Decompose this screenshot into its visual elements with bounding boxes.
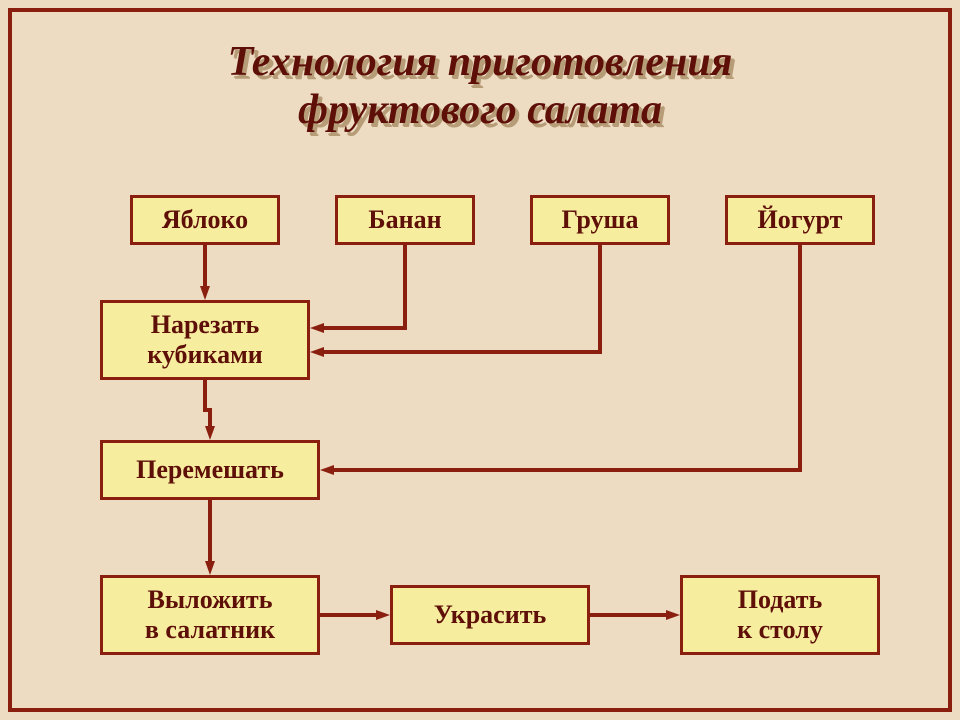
arrowhead-dice-to-mix xyxy=(205,426,215,440)
diagram-title: Технология приготовления фруктового сала… xyxy=(120,38,840,135)
diagram-stage: Технология приготовления фруктового сала… xyxy=(0,0,960,720)
edge-dice-to-mix xyxy=(205,380,210,432)
node-pear: Груша xyxy=(530,195,670,245)
arrowhead-yogurt-to-mix xyxy=(320,465,334,475)
node-garnish: Украсить xyxy=(390,585,590,645)
node-serve: Подать к столу xyxy=(680,575,880,655)
node-dice: Нарезать кубиками xyxy=(100,300,310,380)
arrowhead-garnish-to-serve xyxy=(666,610,680,620)
edge-pear-to-dice xyxy=(318,245,600,352)
arrowhead-banana-to-dice xyxy=(310,323,324,333)
arrowhead-bowl-to-garnish xyxy=(376,610,390,620)
edge-yogurt-to-mix xyxy=(328,245,800,470)
node-put-in-bowl: Выложить в салатник xyxy=(100,575,320,655)
node-apple: Яблоко xyxy=(130,195,280,245)
arrowhead-pear-to-dice xyxy=(310,347,324,357)
edge-banana-to-dice xyxy=(318,245,405,328)
arrowhead-apple-to-dice xyxy=(200,286,210,300)
arrowhead-mix-to-bowl xyxy=(205,561,215,575)
node-banana: Банан xyxy=(335,195,475,245)
node-mix: Перемешать xyxy=(100,440,320,500)
node-yogurt: Йогурт xyxy=(725,195,875,245)
